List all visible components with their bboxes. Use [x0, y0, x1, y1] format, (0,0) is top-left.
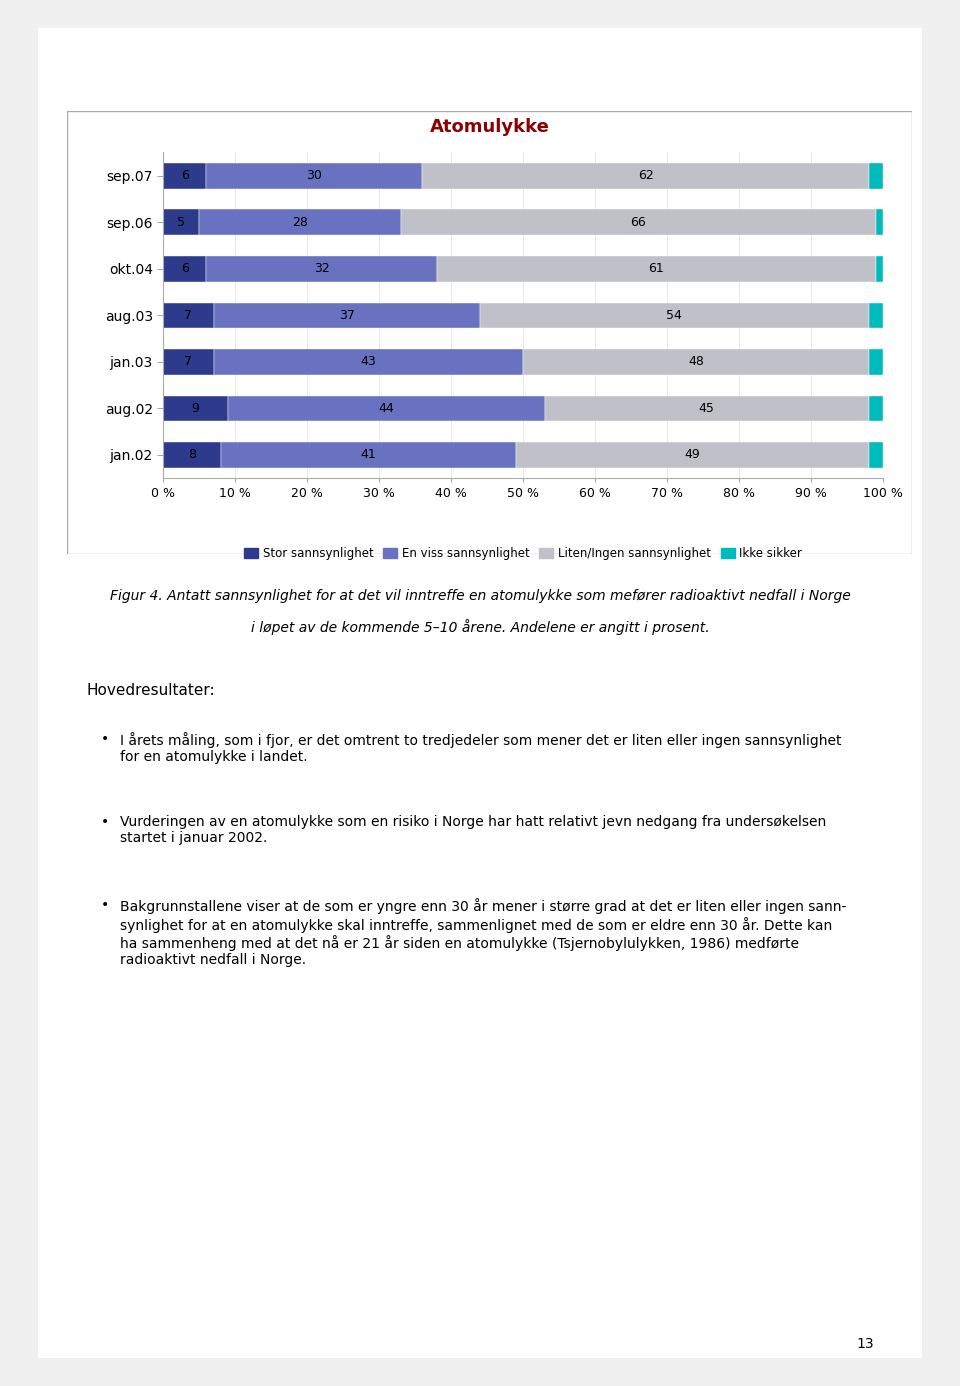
Text: 49: 49	[684, 449, 700, 462]
Text: •: •	[101, 898, 109, 912]
Bar	[545, 395, 869, 421]
Text: 28: 28	[292, 216, 308, 229]
Text: 8: 8	[188, 449, 196, 462]
Text: Vurderingen av en atomulykke som en risiko i Norge har hatt relativt jevn nedgan: Vurderingen av en atomulykke som en risi…	[120, 815, 827, 845]
Text: 6: 6	[180, 262, 189, 276]
Bar	[401, 209, 876, 236]
Text: 9: 9	[192, 402, 200, 414]
Bar	[523, 349, 869, 374]
Bar	[869, 302, 883, 328]
Text: 32: 32	[314, 262, 329, 276]
Bar	[214, 302, 480, 328]
Text: 41: 41	[361, 449, 376, 462]
Bar	[221, 442, 516, 467]
Text: 48: 48	[688, 355, 704, 369]
Bar	[163, 395, 228, 421]
Bar	[163, 256, 206, 281]
Bar	[516, 442, 869, 467]
Text: 43: 43	[361, 355, 376, 369]
Text: 5: 5	[178, 216, 185, 229]
Bar	[214, 349, 523, 374]
Text: 13: 13	[856, 1337, 874, 1351]
Bar	[228, 395, 544, 421]
Bar	[869, 164, 883, 188]
Text: 30: 30	[306, 169, 323, 182]
Text: 6: 6	[180, 169, 189, 182]
Text: Figur 4. Antatt sannsynlighet for at det vil inntreffe en atomulykke som mefører: Figur 4. Antatt sannsynlighet for at det…	[109, 589, 851, 603]
Text: 44: 44	[378, 402, 395, 414]
Text: •: •	[101, 815, 109, 829]
Text: Hovedresultater:: Hovedresultater:	[86, 683, 215, 699]
Bar	[206, 164, 422, 188]
Bar	[876, 209, 883, 236]
Bar	[163, 302, 214, 328]
Bar	[206, 256, 437, 281]
Legend: Stor sannsynlighet, En viss sannsynlighet, Liten/Ingen sannsynlighet, Ikke sikke: Stor sannsynlighet, En viss sannsynlighe…	[239, 543, 807, 565]
Bar	[869, 349, 883, 374]
Text: Bakgrunnstallene viser at de som er yngre enn 30 år mener i større grad at det e: Bakgrunnstallene viser at de som er yngr…	[120, 898, 847, 967]
FancyBboxPatch shape	[38, 28, 922, 1358]
Text: Atomulykke: Atomulykke	[430, 118, 549, 136]
Text: 54: 54	[666, 309, 683, 322]
Bar	[163, 349, 214, 374]
Bar	[876, 256, 883, 281]
FancyBboxPatch shape	[67, 111, 912, 554]
Text: •: •	[101, 732, 109, 746]
Text: 7: 7	[184, 309, 192, 322]
Text: 66: 66	[631, 216, 646, 229]
Text: i løpet av de kommende 5–10 årene. Andelene er angitt i prosent.: i løpet av de kommende 5–10 årene. Andel…	[251, 620, 709, 636]
Text: 62: 62	[637, 169, 654, 182]
Bar	[437, 256, 876, 281]
Text: 7: 7	[184, 355, 192, 369]
Bar	[422, 164, 869, 188]
Bar	[869, 442, 883, 467]
Bar	[869, 395, 883, 421]
Text: 37: 37	[339, 309, 355, 322]
Text: 61: 61	[649, 262, 664, 276]
Bar	[163, 442, 221, 467]
Text: I årets måling, som i fjor, er det omtrent to tredjedeler som mener det er liten: I årets måling, som i fjor, er det omtre…	[120, 732, 842, 764]
Bar	[163, 164, 206, 188]
Bar	[200, 209, 401, 236]
Text: 45: 45	[699, 402, 715, 414]
Bar	[480, 302, 869, 328]
Bar	[163, 209, 200, 236]
